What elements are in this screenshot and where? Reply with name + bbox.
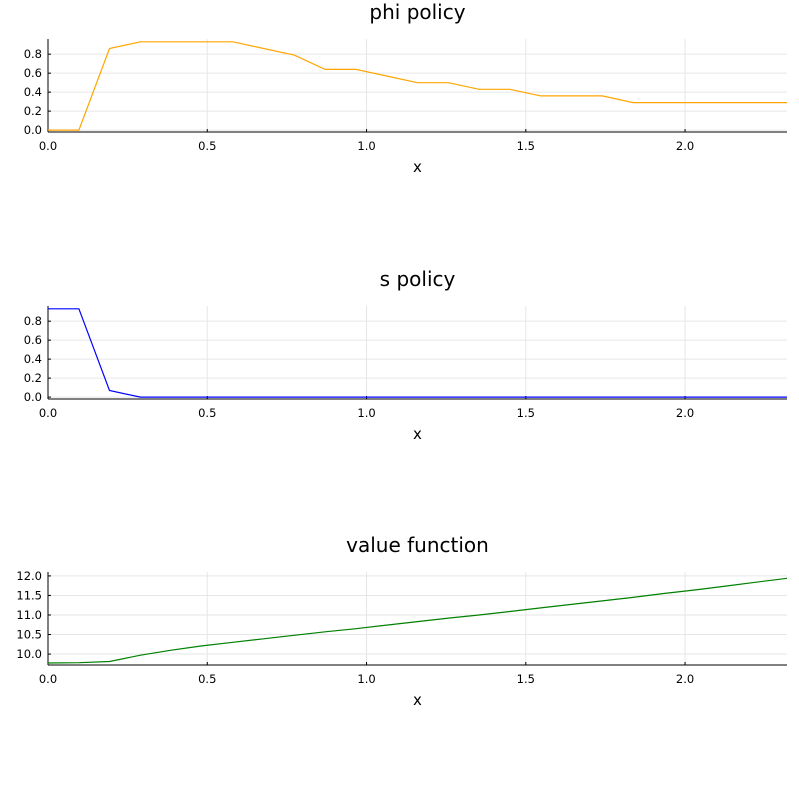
y-tick-label: 0.4 — [24, 85, 42, 99]
chart-panel: 0.0 0.5 1.0 1.5 2.0 0.0 0.2 0.4 0.6 0.8 s policy x — [24, 267, 787, 443]
x-tick-label: 0.0 — [39, 672, 57, 686]
chart-panel: 0.0 0.5 1.0 1.5 2.0 10.0 10.5 11.0 11.5 12.0 value… — [16, 533, 788, 709]
y-tick-label: 12.0 — [16, 569, 42, 583]
x-axis-label: x — [413, 425, 422, 443]
x-tick-label: 1.5 — [517, 672, 535, 686]
x-axis-label: x — [413, 158, 422, 176]
y-tick-label: 10.5 — [16, 628, 42, 642]
series-line — [48, 41, 787, 131]
x-tick-label: 0.5 — [198, 672, 216, 686]
y-tick-label: 11.0 — [16, 608, 42, 622]
x-tick-label: 1.5 — [517, 406, 535, 420]
x-tick-label: 2.0 — [676, 406, 694, 420]
x-tick-label: 0.5 — [198, 406, 216, 420]
y-tick-label: 0.0 — [24, 390, 42, 404]
x-tick-label: 1.0 — [357, 139, 375, 153]
x-axis-label: x — [413, 691, 422, 709]
y-tick-label: 10.0 — [16, 647, 42, 661]
y-tick-label: 0.8 — [24, 47, 42, 61]
x-tick-label: 0.0 — [39, 406, 57, 420]
series-line — [48, 308, 787, 398]
chart-title: value function — [346, 533, 489, 557]
x-tick-label: 2.0 — [676, 672, 694, 686]
chart-title: s policy — [380, 267, 456, 291]
y-tick-label: 0.6 — [24, 333, 42, 347]
chart-panel: 0.0 0.5 1.0 1.5 2.0 0.0 0.2 0.4 0.6 0.8 phi policy… — [24, 0, 787, 176]
y-tick-label: 0.8 — [24, 314, 42, 328]
x-tick-label: 0.0 — [39, 139, 57, 153]
y-tick-label: 0.6 — [24, 66, 42, 80]
chart-title: phi policy — [369, 0, 465, 24]
x-tick-label: 1.5 — [517, 139, 535, 153]
y-tick-label: 0.4 — [24, 352, 42, 366]
x-tick-label: 1.0 — [357, 672, 375, 686]
x-tick-label: 1.0 — [357, 406, 375, 420]
x-tick-label: 2.0 — [676, 139, 694, 153]
y-tick-label: 0.0 — [24, 123, 42, 137]
y-tick-label: 11.5 — [16, 588, 42, 602]
x-tick-label: 0.5 — [198, 139, 216, 153]
y-tick-label: 0.2 — [24, 371, 42, 385]
y-tick-label: 0.2 — [24, 104, 42, 118]
series-line — [47, 577, 788, 664]
